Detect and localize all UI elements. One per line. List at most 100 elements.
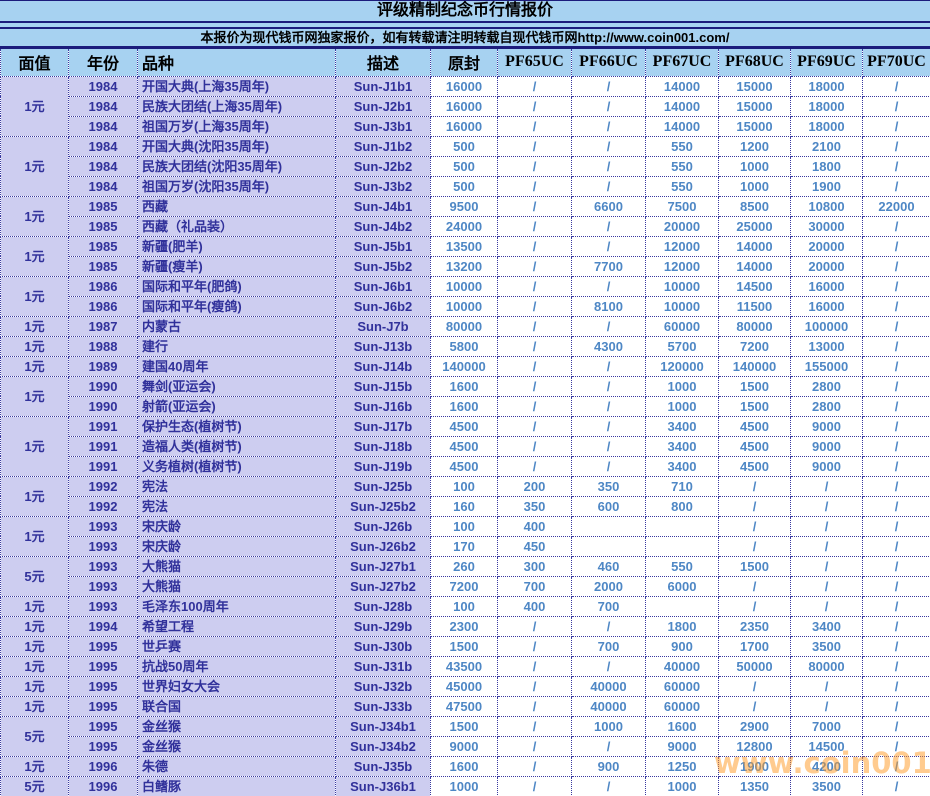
year-cell: 1984 — [68, 155, 138, 177]
variety-cell: 白鳍豚 — [137, 775, 336, 796]
table-row: 1991 义务植树(植树节) Sun-J19b 4500//3400 4500 9000/ — [1, 455, 930, 477]
year-cell: 1993 — [68, 555, 138, 577]
price-cell-original-seal: 9500 — [430, 195, 498, 217]
variety-cell: 新疆(瘦羊) — [137, 255, 336, 277]
price-cell-pf70uc: / — [862, 395, 930, 417]
price-cell-pf68uc: 1200 — [718, 135, 791, 157]
price-cell-pf69uc: / — [790, 515, 863, 537]
price-cell-pf65uc: / — [497, 415, 572, 437]
price-cell-pf70uc: / — [862, 295, 930, 317]
description-cell: Sun-J14b — [335, 355, 431, 377]
price-cell-pf65uc: / — [497, 335, 572, 357]
price-cell-pf65uc: / — [497, 735, 572, 757]
header-top-line — [0, 46, 930, 49]
variety-cell: 希望工程 — [137, 615, 336, 637]
description-cell: Sun-J1b2 — [335, 135, 431, 157]
price-cell-original-seal: 1600 — [430, 375, 498, 397]
price-cell-pf65uc: / — [497, 235, 572, 257]
price-cell-pf67uc: 550 — [645, 175, 719, 197]
price-cell-original-seal: 7200 — [430, 575, 498, 597]
price-cell-pf69uc: 20000 — [790, 235, 863, 257]
price-cell-pf68uc: 1350 — [718, 775, 791, 796]
price-cell-pf70uc: / — [862, 335, 930, 357]
variety-cell: 大熊猫 — [137, 555, 336, 577]
price-cell-pf69uc: 80000 — [790, 655, 863, 677]
price-cell-pf66uc: / — [571, 115, 646, 137]
price-cell-pf68uc: / — [718, 595, 791, 617]
price-cell-pf66uc: / — [571, 75, 646, 97]
price-cell-pf65uc: / — [497, 635, 572, 657]
price-cell-pf67uc: 60000 — [645, 675, 719, 697]
price-cell-pf65uc: 450 — [497, 535, 572, 557]
price-cell-pf70uc: 22000 — [862, 195, 930, 217]
face-value-cell: 1元 — [0, 635, 69, 657]
variety-cell: 义务植树(植树节) — [137, 455, 336, 477]
price-cell-pf67uc: 5700 — [645, 335, 719, 357]
price-cell-pf68uc: / — [718, 695, 791, 717]
year-cell: 1985 — [68, 215, 138, 237]
price-cell-pf67uc: 1000 — [645, 775, 719, 796]
year-cell: 1991 — [68, 435, 138, 457]
face-value-cell: 1元 — [0, 275, 69, 317]
price-cell-pf70uc: / — [862, 535, 930, 557]
variety-cell: 射箭(亚运会) — [137, 395, 336, 417]
variety-cell: 宪法 — [137, 475, 336, 497]
description-cell: Sun-J7b — [335, 315, 431, 337]
description-cell: Sun-J26b2 — [335, 535, 431, 557]
price-cell-pf66uc: 700 — [571, 595, 646, 617]
description-cell: Sun-J13b — [335, 335, 431, 357]
header-row: 面值 年份 品种 描述 原封 PF65UC PF66UC PF67UC PF68UC PF69UC… — [0, 49, 930, 77]
year-cell: 1995 — [68, 635, 138, 657]
page-subtitle: 本报价为现代钱币网独家报价，如有转载请注明转载自现代钱币网http://www.… — [0, 29, 930, 46]
price-cell-pf65uc: / — [497, 355, 572, 377]
price-cell-pf70uc: / — [862, 75, 930, 97]
year-cell: 1995 — [68, 655, 138, 677]
table-row: 1元 1993 宋庆龄 Sun-J26b 100 400// / — [0, 515, 930, 557]
price-cell-pf70uc: / — [862, 675, 930, 697]
price-cell-pf69uc: 9000 — [790, 435, 863, 457]
price-cell-pf67uc: 7500 — [645, 195, 719, 217]
price-cell-original-seal: 2300 — [430, 615, 498, 637]
price-cell-pf66uc: 600 — [571, 495, 646, 517]
price-cell-pf65uc: / — [497, 215, 572, 237]
price-cell-pf65uc: / — [497, 675, 572, 697]
year-cell: 1984 — [68, 95, 138, 117]
table-row: 5元 1993 大熊猫 Sun-J27b1 260 300 460 550 1500// — [0, 555, 930, 597]
price-cell-pf67uc: 14000 — [645, 75, 719, 97]
variety-cell: 宪法 — [137, 495, 336, 517]
year-cell: 1985 — [68, 195, 138, 217]
price-cell-pf67uc: 1250 — [645, 755, 719, 777]
price-cell-pf68uc: / — [718, 575, 791, 597]
price-cell-pf66uc — [571, 535, 646, 557]
variety-cell: 毛泽东100周年 — [137, 595, 336, 617]
year-cell: 1984 — [68, 75, 138, 97]
variety-cell: 舞剑(亚运会) — [137, 375, 336, 397]
table-row: 1元 1989 建国40周年 Sun-J14b 140000//120000 140000… — [0, 355, 930, 377]
price-cell-pf65uc: 400 — [497, 515, 572, 537]
face-value-cell: 1元 — [0, 135, 69, 197]
table-row: 5元 1996 白鳍豚 Sun-J36b1 1000//1000 1350 3500/ — [0, 775, 930, 796]
price-cell-pf66uc — [571, 515, 646, 537]
price-cell-pf70uc: / — [862, 235, 930, 257]
price-cell-pf66uc: 1000 — [571, 715, 646, 737]
price-cell-pf65uc: / — [497, 715, 572, 737]
price-cell-pf65uc: 300 — [497, 555, 572, 577]
price-cell-pf65uc: / — [497, 615, 572, 637]
price-cell-pf67uc: 10000 — [645, 275, 719, 297]
price-cell-pf69uc: 16000 — [790, 275, 863, 297]
price-cell-pf70uc: / — [862, 135, 930, 157]
column-header-pf68uc: PF68UC — [718, 49, 791, 77]
price-cell-pf68uc: 50000 — [718, 655, 791, 677]
table-row: 1元 1988 建行 Sun-J13b 5800/4300 5700 7200 13000/ — [0, 335, 930, 357]
variety-cell: 开国大典(沈阳35周年) — [137, 135, 336, 157]
year-cell: 1994 — [68, 615, 138, 637]
price-cell-pf67uc: 60000 — [645, 695, 719, 717]
price-cell-original-seal: 9000 — [430, 735, 498, 757]
price-cell-pf67uc: 1000 — [645, 375, 719, 397]
price-cell-pf69uc: / — [790, 475, 863, 497]
price-cell-pf65uc: / — [497, 135, 572, 157]
column-header-pf69uc: PF69UC — [790, 49, 863, 77]
price-cell-pf68uc: 15000 — [718, 115, 791, 137]
price-cell-pf69uc: 2800 — [790, 395, 863, 417]
